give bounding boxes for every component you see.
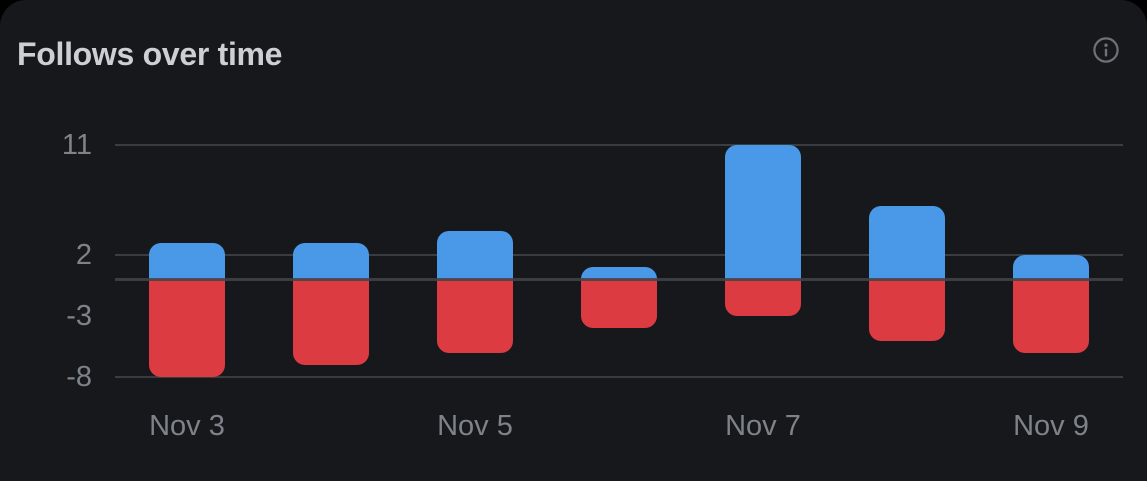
bar-unfollows-nov-6[interactable] bbox=[581, 279, 657, 329]
bar-follows-nov-9[interactable] bbox=[1013, 254, 1089, 280]
bar-follows-nov-5[interactable] bbox=[437, 230, 513, 280]
gridline bbox=[115, 253, 1123, 256]
zero-baseline-line bbox=[115, 277, 1123, 281]
gridline bbox=[115, 376, 1123, 379]
x-axis-tick-label: Nov 9 bbox=[1013, 410, 1089, 442]
bar-follows-nov-4[interactable] bbox=[293, 242, 369, 280]
y-axis-tick-label: 2 bbox=[75, 238, 92, 271]
bar-follows-nov-7[interactable] bbox=[725, 144, 801, 280]
bar-unfollows-nov-3[interactable] bbox=[149, 279, 225, 378]
x-axis-tick-label: Nov 5 bbox=[437, 410, 513, 442]
bar-unfollows-nov-9[interactable] bbox=[1013, 279, 1089, 353]
bar-follows-nov-6[interactable] bbox=[581, 267, 657, 280]
bar-unfollows-nov-4[interactable] bbox=[293, 279, 369, 365]
chart-title: Follows over time bbox=[17, 36, 283, 72]
info-icon bbox=[1092, 36, 1120, 64]
x-axis-tick-label: Nov 3 bbox=[149, 410, 225, 442]
x-axis-tick-label: Nov 7 bbox=[725, 410, 801, 442]
y-axis-tick-label: -3 bbox=[66, 300, 92, 333]
gridline bbox=[115, 143, 1123, 146]
info-button[interactable] bbox=[1090, 34, 1122, 66]
y-axis-tick-label: -8 bbox=[66, 361, 92, 394]
bar-unfollows-nov-7[interactable] bbox=[725, 279, 801, 317]
bar-unfollows-nov-5[interactable] bbox=[437, 279, 513, 353]
y-axis-tick-label: 11 bbox=[61, 128, 92, 161]
bar-follows-nov-8[interactable] bbox=[869, 206, 945, 280]
bar-unfollows-nov-8[interactable] bbox=[869, 279, 945, 341]
bar-follows-nov-3[interactable] bbox=[149, 242, 225, 280]
